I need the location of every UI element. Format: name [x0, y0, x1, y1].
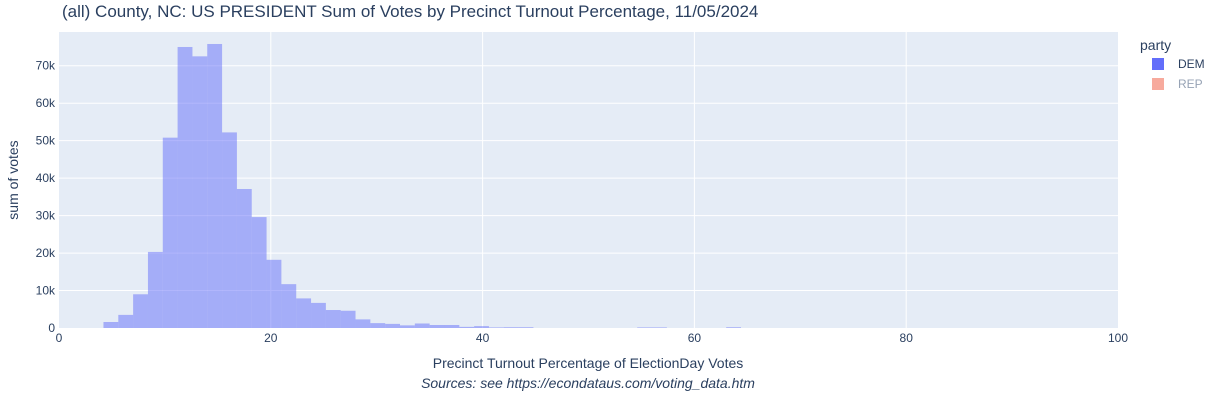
histogram-bar[interactable]: [444, 325, 460, 328]
histogram-bar[interactable]: [236, 188, 252, 328]
histogram-bar[interactable]: [414, 323, 430, 328]
histogram-bar[interactable]: [637, 327, 653, 328]
histogram-bar[interactable]: [518, 327, 534, 328]
histogram-bar[interactable]: [103, 322, 119, 328]
histogram-bar[interactable]: [429, 325, 445, 328]
legend-swatch-rep: [1152, 78, 1164, 90]
x-tick-label: 0: [56, 331, 63, 345]
y-tick-label: 70k: [36, 59, 56, 73]
x-axis-ticks: 0 20 40 60 80 100: [56, 331, 1129, 345]
y-tick-label: 10k: [36, 284, 56, 298]
histogram-bar[interactable]: [340, 310, 356, 328]
y-tick-label: 30k: [36, 209, 56, 223]
chart-title: (all) County, NC: US PRESIDENT Sum of Vo…: [62, 2, 758, 21]
legend: party DEM REP: [1140, 37, 1205, 91]
y-tick-label: 20k: [36, 246, 56, 260]
histogram-bar[interactable]: [488, 327, 504, 328]
histogram-bar[interactable]: [474, 326, 489, 328]
x-axis-label: Precinct Turnout Percentage of ElectionD…: [433, 355, 744, 371]
y-axis-ticks: 0 10k 20k 30k 40k 50k 60k 70k: [36, 59, 56, 335]
legend-item-rep[interactable]: REP: [1152, 77, 1203, 91]
histogram-bar[interactable]: [652, 327, 667, 328]
x-tick-label: 80: [900, 331, 914, 345]
histogram-bar[interactable]: [370, 323, 386, 328]
x-tick-label: 60: [688, 331, 702, 345]
histogram-bar[interactable]: [222, 132, 237, 328]
histogram-bar[interactable]: [251, 217, 267, 328]
x-tick-label: 40: [476, 331, 490, 345]
histogram-bar[interactable]: [266, 259, 282, 328]
bars-dem: [103, 43, 741, 329]
histogram-bar[interactable]: [192, 56, 208, 328]
legend-label-dem: DEM: [1178, 57, 1205, 71]
legend-swatch-dem: [1152, 58, 1164, 70]
legend-title: party: [1140, 37, 1171, 53]
x-tick-label: 100: [1108, 331, 1128, 345]
legend-label-rep: REP: [1178, 77, 1203, 91]
y-tick-label: 50k: [36, 134, 56, 148]
histogram-bar[interactable]: [726, 327, 741, 328]
histogram-bar[interactable]: [355, 319, 371, 328]
histogram-bar[interactable]: [385, 323, 400, 328]
histogram-bar[interactable]: [399, 325, 415, 328]
histogram-bar[interactable]: [311, 302, 326, 328]
legend-item-dem[interactable]: DEM: [1152, 57, 1205, 71]
y-tick-label: 60k: [36, 96, 56, 110]
y-axis-label: sum of votes: [5, 140, 21, 219]
histogram-bar[interactable]: [296, 298, 312, 328]
histogram-bar[interactable]: [459, 326, 475, 328]
histogram-bar[interactable]: [177, 46, 193, 329]
histogram-bar[interactable]: [325, 310, 341, 328]
x-tick-label: 20: [264, 331, 278, 345]
histogram-bar[interactable]: [118, 314, 134, 328]
histogram-bar[interactable]: [281, 284, 297, 328]
source-note: Sources: see https://econdataus.com/voti…: [421, 375, 755, 391]
histogram-bar[interactable]: [133, 294, 148, 328]
histogram-bar[interactable]: [503, 327, 519, 328]
histogram-bar[interactable]: [207, 43, 223, 329]
y-tick-label: 0: [48, 321, 55, 335]
y-tick-label: 40k: [36, 171, 56, 185]
histogram-bar[interactable]: [162, 137, 178, 328]
histogram-bar[interactable]: [147, 251, 163, 328]
